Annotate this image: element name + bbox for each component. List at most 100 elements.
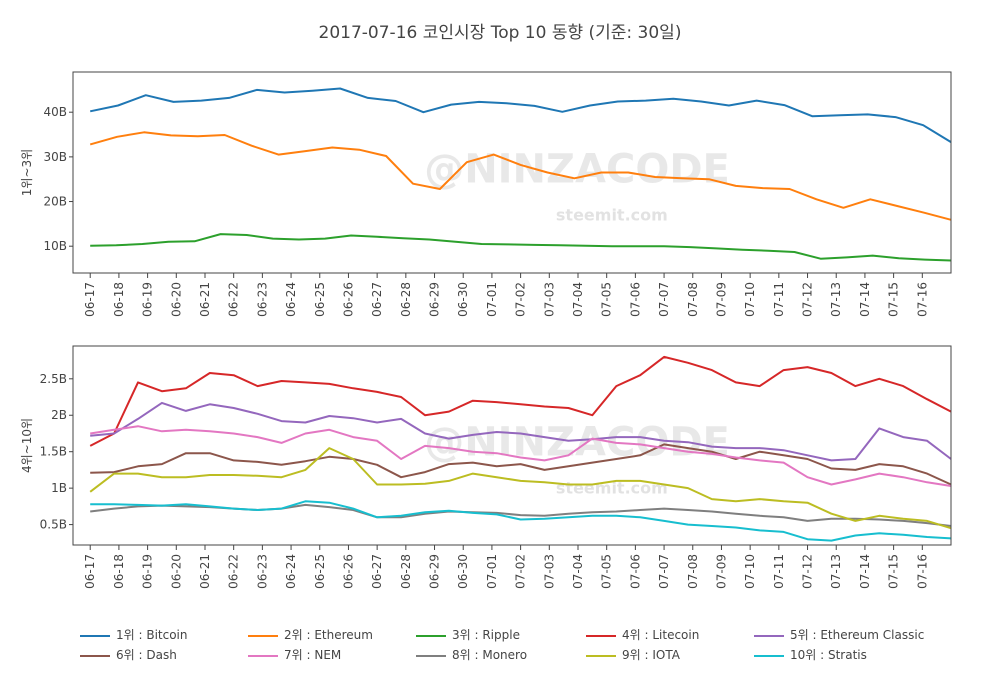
x-tick-label: 06-26: [341, 282, 355, 317]
legend-swatch: [80, 654, 110, 657]
x-tick-label: 07-03: [542, 554, 556, 589]
y-tick-label: 20B: [43, 195, 67, 209]
x-tick-label: 07-01: [485, 282, 499, 317]
x-tick-label: 07-07: [657, 282, 671, 317]
x-tick-label: 07-12: [801, 282, 815, 317]
legend-label: 7위 : NEM: [284, 648, 342, 662]
legend-label: 9위 : IOTA: [622, 648, 680, 662]
legend-label: 1위 : Bitcoin: [116, 628, 188, 642]
legend-item[interactable]: 2위 : Ethereum: [248, 626, 373, 643]
x-tick-label: 07-01: [485, 554, 499, 589]
x-tick-label: 07-16: [915, 282, 929, 317]
x-tick-label: 07-15: [887, 554, 901, 589]
legend-item[interactable]: 6위 : Dash: [80, 646, 177, 663]
series-line[interactable]: [89, 87, 952, 143]
x-tick-label: 07-14: [858, 554, 872, 589]
y-axis-label: 4위~10위: [20, 418, 34, 473]
x-tick-label: 07-07: [657, 554, 671, 589]
legend-swatch: [754, 634, 784, 637]
x-tick-label: 06-27: [370, 282, 384, 317]
x-tick-label: 07-10: [743, 282, 757, 317]
legend-item[interactable]: 7위 : NEM: [248, 646, 341, 663]
x-tick-label: 06-23: [255, 554, 269, 589]
x-tick-label: 07-11: [772, 282, 786, 317]
legend-swatch: [248, 634, 278, 637]
legend-item[interactable]: 4위 : Litecoin: [586, 626, 699, 643]
y-tick-label: 1.5B: [40, 445, 67, 459]
legend-label: 6위 : Dash: [116, 648, 177, 662]
x-tick-label: 06-20: [169, 282, 183, 317]
watermark-subtext: steemit.com: [556, 478, 668, 497]
y-axis-label: 1위~3위: [20, 149, 34, 196]
x-tick-label: 07-09: [714, 554, 728, 589]
series-line[interactable]: [90, 500, 952, 542]
x-tick-label: 07-08: [686, 282, 700, 317]
x-tick-label: 06-27: [370, 554, 384, 589]
x-tick-label: 07-03: [542, 282, 556, 317]
legend-label: 4위 : Litecoin: [622, 628, 700, 642]
x-tick-label: 06-18: [112, 282, 126, 317]
legend-item[interactable]: 9위 : IOTA: [586, 646, 680, 663]
panel-bottom-4-10: @NINZACODEsteemit.com0.5B1B1.5B2B2.5B4위~…: [20, 345, 952, 589]
watermark-subtext: steemit.com: [556, 206, 668, 225]
legend-label: 8위 : Monero: [452, 648, 528, 662]
x-tick-label: 07-06: [628, 554, 642, 589]
y-tick-label: 2B: [51, 408, 67, 422]
x-tick-label: 07-02: [514, 554, 528, 589]
y-tick-label: 2.5B: [40, 372, 67, 386]
x-tick-label: 07-13: [829, 282, 843, 317]
x-tick-label: 06-28: [399, 282, 413, 317]
x-tick-label: 06-19: [141, 282, 155, 317]
series-line[interactable]: [89, 355, 952, 447]
chart-title: 2017-07-16 코인시장 Top 10 동향 (기준: 30일): [319, 23, 682, 43]
y-tick-label: 10B: [43, 239, 67, 253]
x-tick-label: 06-24: [284, 554, 298, 589]
watermark-text: @NINZACODE: [424, 147, 730, 193]
legend-label: 2위 : Ethereum: [284, 628, 373, 642]
x-tick-label: 06-23: [255, 282, 269, 317]
series-line[interactable]: [90, 425, 952, 487]
legend-swatch: [416, 654, 446, 657]
series-line[interactable]: [89, 131, 952, 221]
x-tick-label: 07-12: [801, 554, 815, 589]
series-line[interactable]: [90, 401, 952, 462]
x-tick-label: 06-25: [313, 554, 327, 589]
x-tick-label: 07-14: [858, 282, 872, 317]
legend-label: 10위 : Stratis: [790, 648, 867, 662]
legend-item[interactable]: 5위 : Ethereum Classic: [754, 626, 924, 643]
legend-item[interactable]: 3위 : Ripple: [416, 626, 520, 643]
legend-label: 5위 : Ethereum Classic: [790, 628, 925, 642]
legend-item[interactable]: 8위 : Monero: [416, 646, 527, 663]
x-tick-label: 06-29: [428, 282, 442, 317]
x-tick-label: 06-22: [227, 282, 241, 317]
series-line[interactable]: [90, 233, 952, 262]
legend-item[interactable]: 10위 : Stratis: [754, 646, 867, 663]
x-tick-label: 07-06: [628, 282, 642, 317]
legend: 1위 : Bitcoin 2위 : Ethereum 3위 : Ripple 4…: [80, 622, 980, 672]
x-tick-label: 07-15: [887, 282, 901, 317]
x-tick-label: 06-26: [341, 554, 355, 589]
series-line[interactable]: [90, 443, 952, 486]
y-tick-label: 1B: [51, 481, 67, 495]
x-tick-label: 06-30: [456, 282, 470, 317]
x-tick-label: 07-04: [571, 554, 585, 589]
x-tick-label: 07-13: [829, 554, 843, 589]
plot-frame: [72, 71, 952, 274]
legend-label: 3위 : Ripple: [452, 628, 520, 642]
legend-swatch: [416, 634, 446, 637]
x-tick-label: 06-21: [198, 554, 212, 589]
legend-swatch: [586, 634, 616, 637]
x-tick-label: 07-09: [714, 282, 728, 317]
x-tick-label: 07-16: [915, 554, 929, 589]
x-tick-label: 07-08: [686, 554, 700, 589]
x-tick-label: 06-30: [456, 554, 470, 589]
panel-top-1-3: @NINZACODE steemit.com 10B 20B 30B 40B 1위~3위 06…: [20, 71, 952, 317]
x-tick-label: 07-04: [571, 282, 585, 317]
x-tick-label: 07-02: [514, 282, 528, 317]
legend-swatch: [80, 634, 110, 637]
y-tick-label: 0.5B: [40, 518, 67, 532]
x-tick-label: 06-22: [227, 554, 241, 589]
legend-item[interactable]: 1위 : Bitcoin: [80, 626, 188, 643]
series-line[interactable]: [89, 447, 952, 530]
